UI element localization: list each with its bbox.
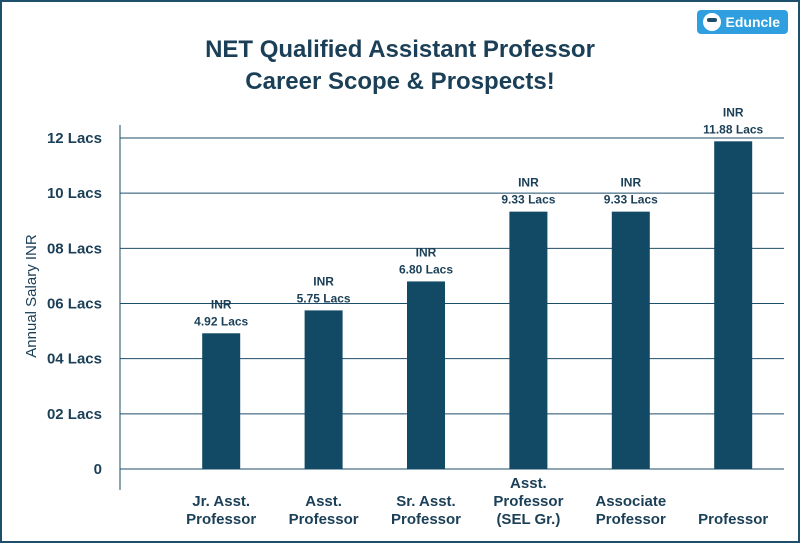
x-tick-label: Jr. Asst. <box>192 493 250 510</box>
data-label: 11.88 Lacs <box>703 122 763 136</box>
bar <box>202 333 241 469</box>
brand-logo: Eduncle <box>696 10 788 34</box>
data-label: INR <box>416 245 437 259</box>
x-tick-label: Professor <box>186 511 256 528</box>
data-label: INR <box>723 105 744 119</box>
x-tick-label: Professor <box>391 511 461 528</box>
chart-title: NET Qualified Assistant Professor Career… <box>0 34 800 98</box>
x-tick-label: Professor <box>493 493 563 510</box>
data-label: INR <box>518 176 539 190</box>
bar <box>509 211 548 469</box>
x-tick-label: Associate <box>595 493 666 510</box>
chart-title-line-2: Career Scope & Prospects! <box>245 68 555 95</box>
y-tick-label: 06 Lacs <box>47 296 102 313</box>
bar <box>611 211 650 469</box>
x-tick-label: (SEL Gr.) <box>496 511 560 528</box>
chart-title-line-1: NET Qualified Assistant Professor <box>205 36 595 63</box>
y-axis-title: Annual Salary INR <box>23 234 40 358</box>
y-tick-label: 04 Lacs <box>47 351 102 368</box>
brand-name: Eduncle <box>725 14 780 30</box>
data-label: 4.92 Lacs <box>194 314 248 328</box>
bar <box>714 141 753 469</box>
data-label: INR <box>313 274 334 288</box>
data-label: 9.33 Lacs <box>604 193 658 207</box>
data-label: INR <box>211 297 232 311</box>
x-tick-label: Asst. <box>510 475 547 492</box>
x-tick-label: Professor <box>698 511 768 528</box>
mascot-icon <box>702 13 721 31</box>
y-tick-label: 10 Lacs <box>47 185 102 202</box>
data-label: 6.80 Lacs <box>399 262 453 276</box>
y-tick-label: 0 <box>94 461 102 478</box>
x-tick-label: Professor <box>596 511 666 528</box>
x-tick-label: Asst. <box>305 493 342 510</box>
x-tick-label: Sr. Asst. <box>396 493 455 510</box>
data-label: 9.33 Lacs <box>501 193 555 207</box>
data-label: INR <box>620 176 641 190</box>
y-tick-label: 08 Lacs <box>47 240 102 257</box>
y-tick-label: 12 Lacs <box>47 130 102 147</box>
y-tick-label: 02 Lacs <box>47 406 102 423</box>
bar <box>304 310 343 469</box>
data-label: 5.75 Lacs <box>297 291 351 305</box>
x-tick-label: Professor <box>289 511 359 528</box>
bar <box>407 281 445 469</box>
